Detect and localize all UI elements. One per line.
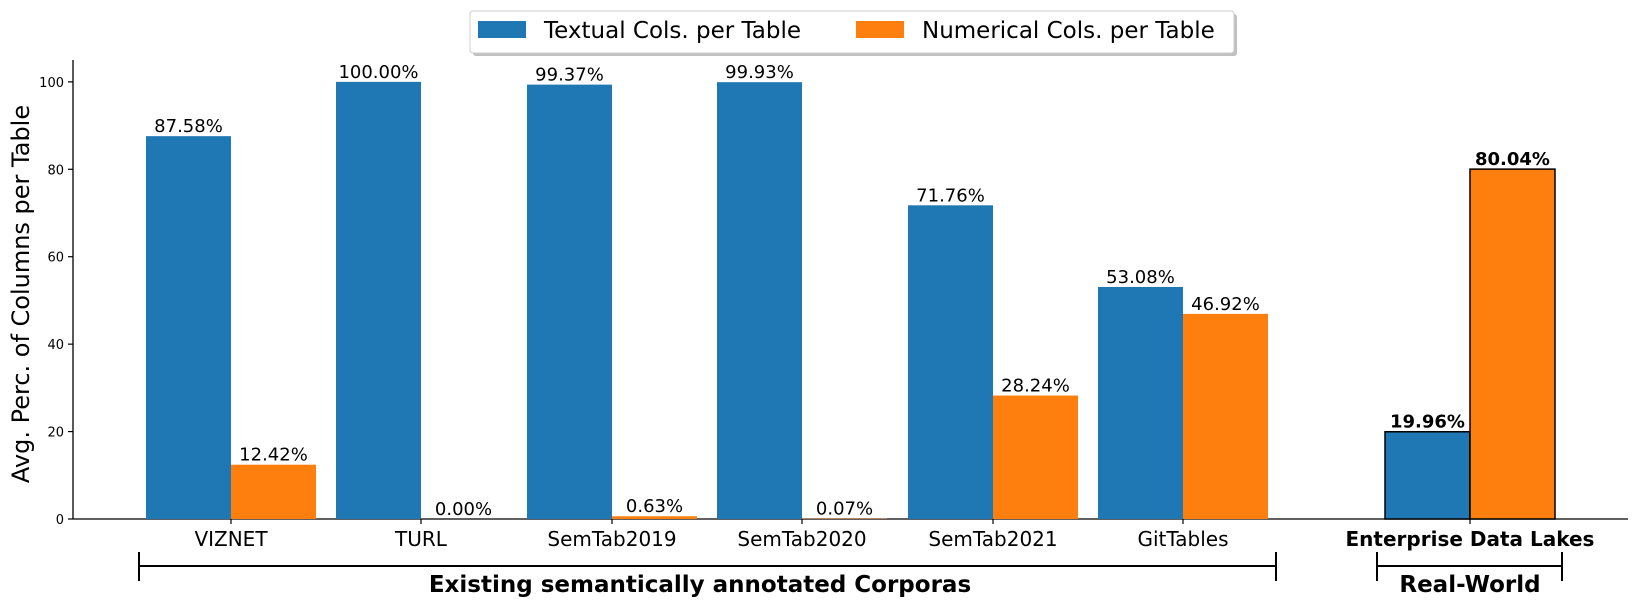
data-label-textual: 100.00% — [338, 62, 418, 83]
legend: Textual Cols. per Table Numerical Cols. … — [469, 10, 1237, 56]
bar-numerical-semtab2019 — [612, 516, 697, 519]
legend-label-numerical: Numerical Cols. per Table — [922, 18, 1215, 44]
y-ticks: 0 20 40 60 80 100 — [39, 76, 73, 528]
bar-numerical-viznet — [231, 464, 316, 519]
group-bracket-real-world — [1376, 552, 1563, 581]
bar-labels: 87.58% 12.42% 100.00% 0.00% 99.37% 0.63% 99.93… — [154, 62, 1550, 520]
bar-numerical-gittables — [1183, 313, 1268, 519]
y-axis-label: Avg. Perc. of Columns per Table — [7, 105, 35, 483]
group-brackets: Existing semantically annotated Corporas… — [138, 552, 1563, 598]
legend-swatch-numerical — [856, 21, 904, 38]
y-tick-label: 0 — [56, 513, 64, 528]
data-label-textual: 71.76% — [916, 185, 985, 206]
data-label-numerical: 0.07% — [816, 499, 873, 520]
data-label-textual: 99.37% — [535, 65, 604, 86]
x-tick-label: VIZNET — [194, 527, 268, 551]
data-label-numerical: 0.00% — [435, 499, 492, 520]
data-label-numerical: 80.04% — [1475, 149, 1550, 170]
legend-swatch-textual — [478, 21, 526, 38]
group-label-existing: Existing semantically annotated Corporas — [429, 572, 971, 598]
bar-textual-enterprise-data-lakes — [1384, 430, 1471, 520]
legend-frame — [469, 10, 1235, 54]
data-label-textual: 53.08% — [1106, 267, 1175, 288]
legend-label-textual: Textual Cols. per Table — [543, 18, 801, 44]
data-label-textual: 19.96% — [1390, 412, 1465, 433]
y-tick-label: 40 — [47, 338, 64, 353]
x-tick-label: SemTab2021 — [928, 527, 1057, 551]
data-label-numerical: 46.92% — [1191, 294, 1260, 315]
bars — [146, 81, 1556, 520]
bar-textual-semtab2020 — [717, 82, 802, 519]
bar-textual-gittables — [1098, 286, 1183, 519]
x-tick-label: SemTab2019 — [547, 527, 676, 551]
y-tick-label: 20 — [47, 426, 64, 441]
bar-textual-semtab2019 — [527, 84, 612, 519]
data-label-numerical: 0.63% — [626, 496, 683, 517]
y-tick-label: 100 — [39, 76, 64, 91]
y-tick-label: 80 — [47, 163, 64, 178]
bar-numerical-enterprise-data-lakes — [1469, 168, 1556, 520]
bar-textual-turl — [336, 81, 421, 519]
bar-numerical-semtab2021 — [993, 395, 1078, 519]
x-tick-label: TURL — [394, 527, 448, 551]
x-tick-label: GitTables — [1137, 527, 1228, 551]
data-label-textual: 99.93% — [725, 62, 794, 83]
x-tick-label: SemTab2020 — [737, 527, 866, 551]
y-tick-label: 60 — [47, 251, 64, 266]
data-label-numerical: 28.24% — [1001, 376, 1070, 397]
x-tick-labels: VIZNET TURL SemTab2019 SemTab2020 SemTab2021… — [194, 519, 1594, 551]
data-label-textual: 87.58% — [154, 116, 223, 137]
bar-textual-semtab2021 — [908, 205, 993, 520]
data-label-numerical: 12.42% — [239, 445, 308, 466]
bar-textual-viznet — [146, 136, 231, 520]
x-tick-label: Enterprise Data Lakes — [1346, 527, 1595, 551]
group-label-real-world: Real-World — [1399, 572, 1540, 598]
group-bracket-existing — [138, 552, 1277, 581]
